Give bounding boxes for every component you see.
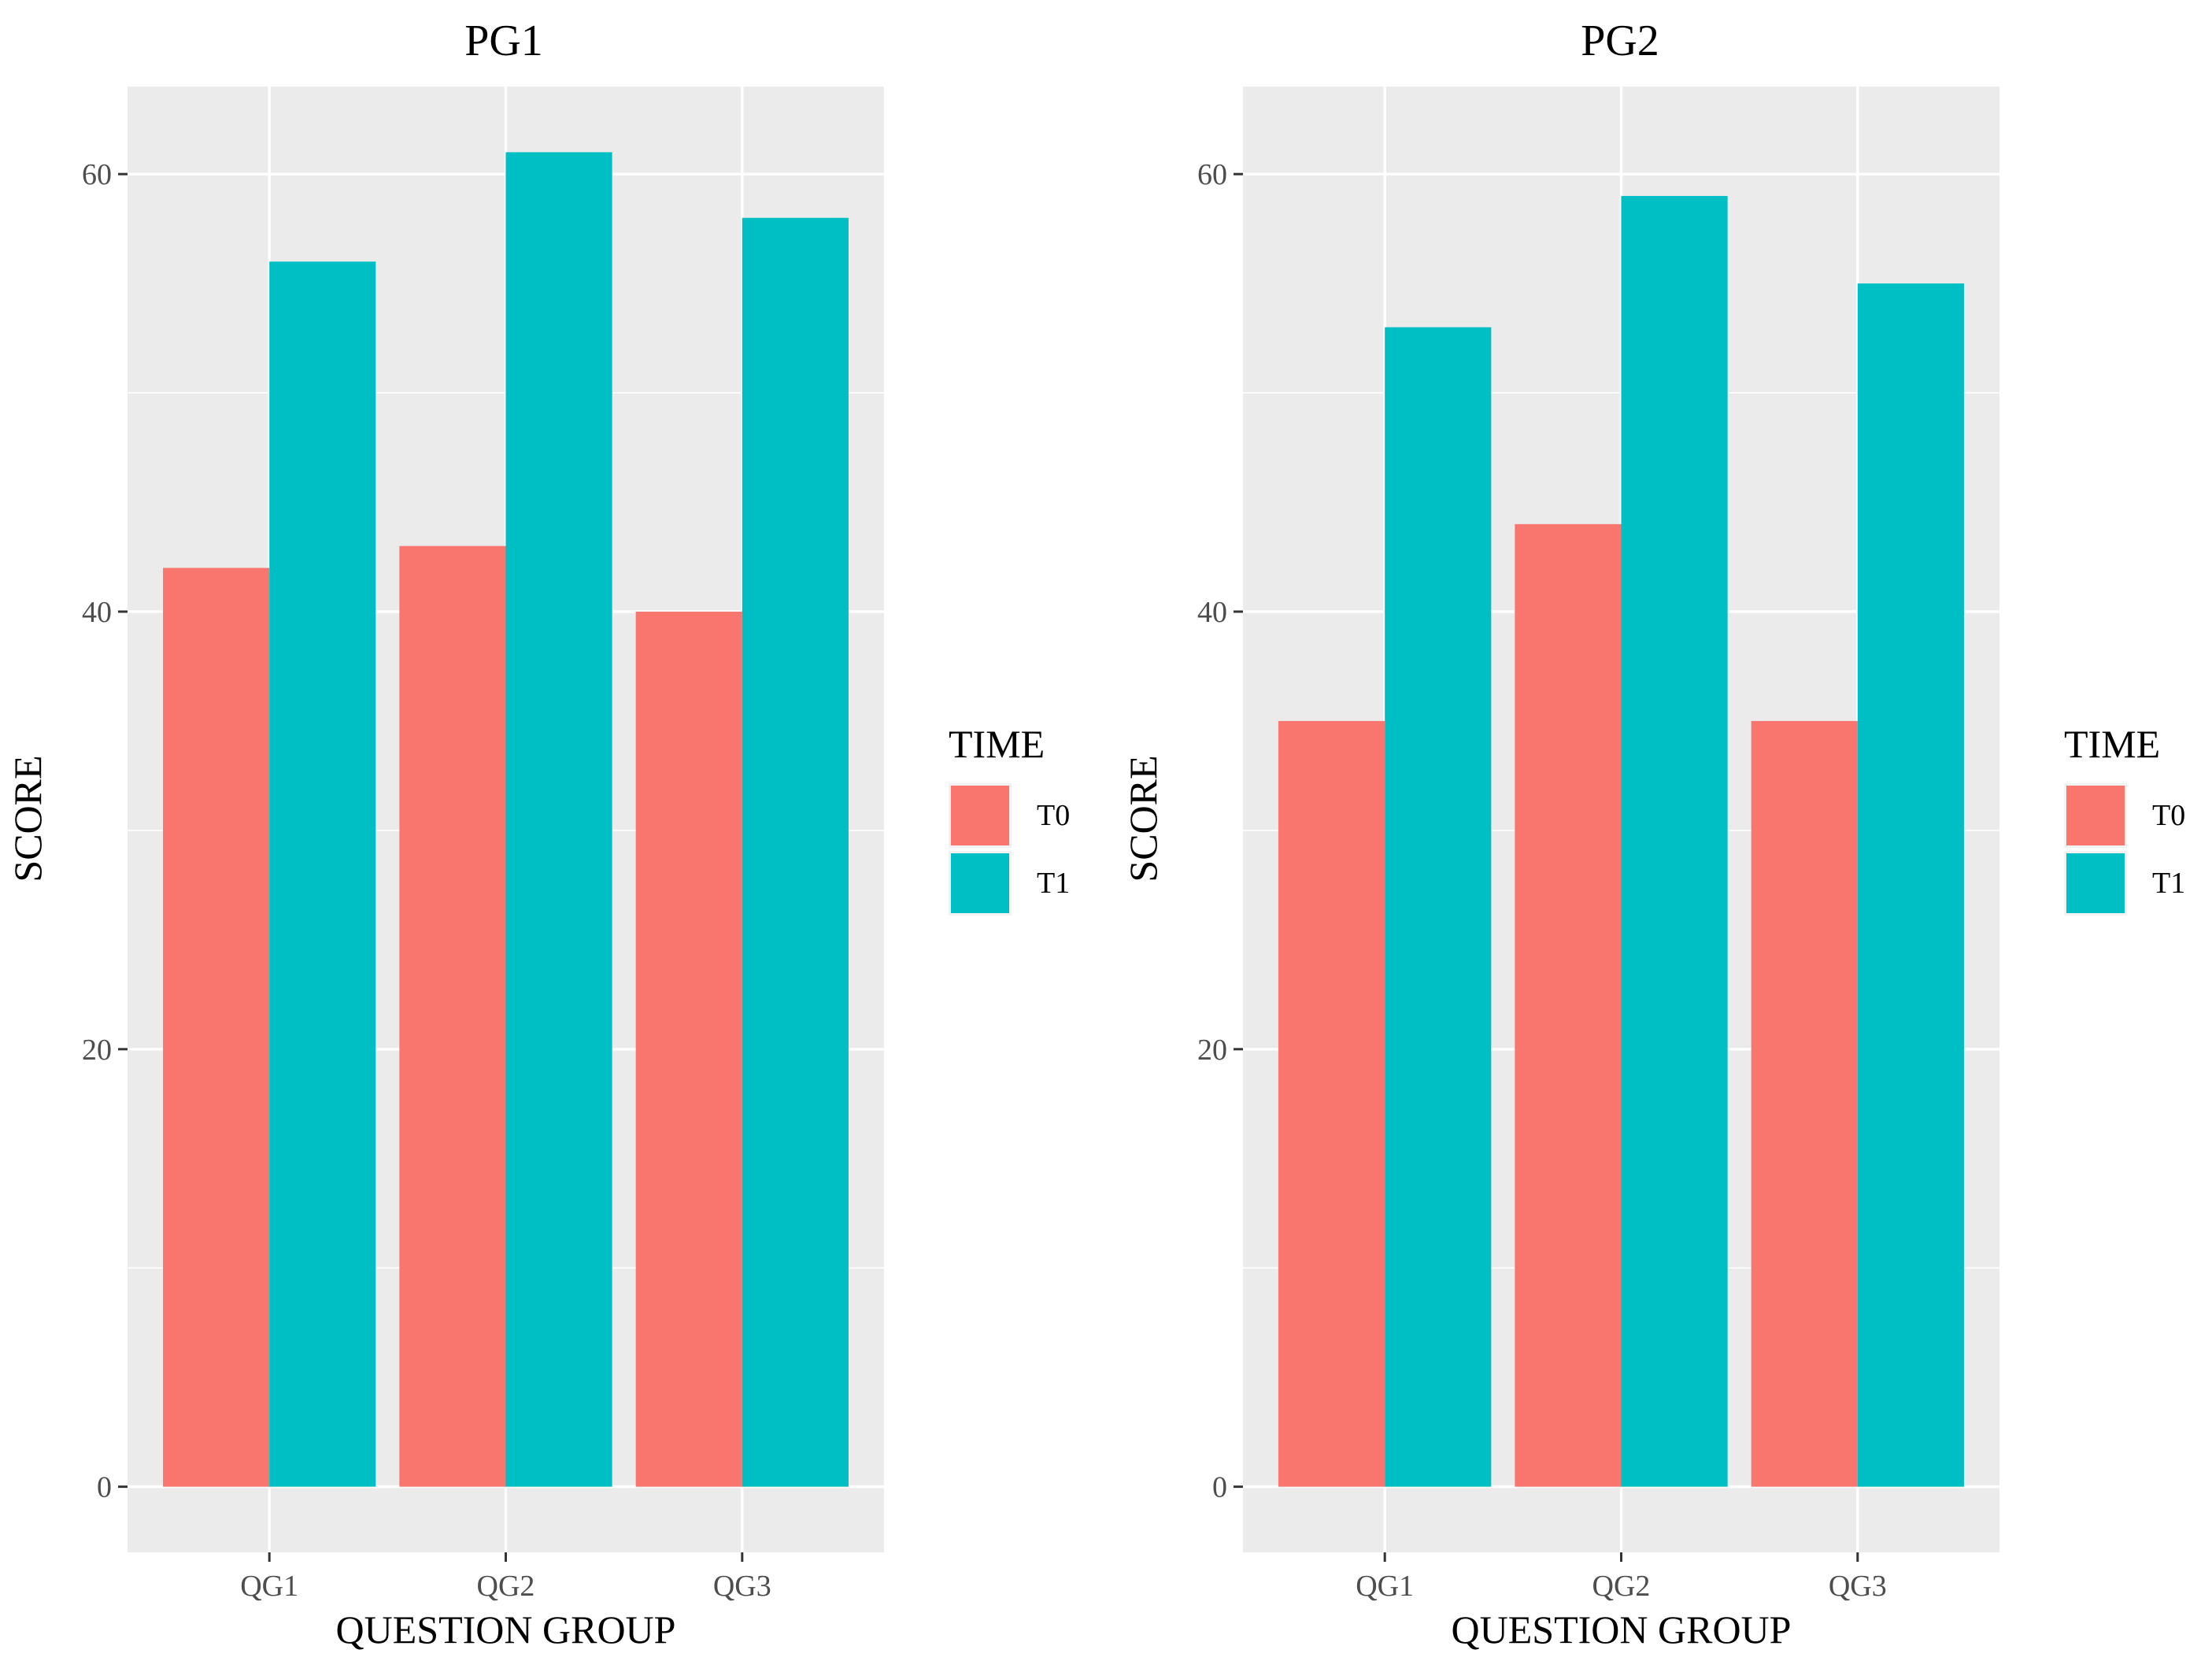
y-tick-label: 40 [82, 596, 112, 629]
legend-label-t1[interactable]: T1 [1037, 867, 1070, 900]
bar-t1-qg2[interactable] [1621, 195, 1728, 1487]
bar-t1-qg2[interactable] [505, 152, 612, 1487]
legend-swatch-t0[interactable] [951, 786, 1009, 845]
bar-t1-qg1[interactable] [1385, 327, 1492, 1487]
legend: TIME T0 T1 [2064, 722, 2185, 916]
x-tick-label: QG3 [1829, 1570, 1887, 1603]
legend-swatch-t1[interactable] [2066, 853, 2125, 913]
x-axis-title: QUESTION GROUP [1452, 1607, 1792, 1652]
bar-t1-qg1[interactable] [269, 261, 376, 1487]
y-axis-title: SCORE [1121, 755, 1165, 882]
x-tick-label: QG2 [477, 1570, 535, 1603]
legend-label-t0[interactable]: T0 [1037, 799, 1070, 832]
legend-title: TIME [949, 722, 1045, 766]
bar-t0-qg2[interactable] [1515, 523, 1622, 1487]
legend-label-t1[interactable]: T1 [2152, 867, 2185, 900]
bar-t0-qg3[interactable] [1751, 720, 1858, 1487]
y-tick-label: 20 [82, 1034, 112, 1067]
y-tick-label: 20 [1197, 1034, 1227, 1067]
chart-title: PG1 [464, 17, 543, 65]
legend: TIME T0 T1 [949, 722, 1070, 916]
chart-panel-pg1: 0 20 40 60 QG1 QG2 QG3 PG1 QUESTION GROUP SCORE TI… [6, 17, 1070, 1652]
chart-title: PG2 [1581, 17, 1659, 65]
y-tick-label: 0 [1212, 1471, 1227, 1504]
x-tick-label: QG2 [1592, 1570, 1651, 1603]
bar-t0-qg1[interactable] [163, 568, 270, 1487]
bar-t1-qg3[interactable] [742, 217, 849, 1487]
bar-t0-qg1[interactable] [1278, 720, 1385, 1487]
y-tick-label: 0 [97, 1471, 112, 1504]
y-axis-title: SCORE [6, 755, 50, 882]
legend-label-t0[interactable]: T0 [2152, 799, 2185, 832]
legend-swatch-t1[interactable] [951, 853, 1009, 913]
y-tick-label: 60 [82, 158, 112, 191]
y-tick-label: 40 [1197, 596, 1227, 629]
x-tick-label: QG3 [713, 1570, 771, 1603]
x-axis-title: QUESTION GROUP [336, 1607, 676, 1652]
legend-title: TIME [2064, 722, 2160, 766]
bar-t0-qg3[interactable] [635, 611, 742, 1487]
chart-panel-pg2: 0 20 40 60 QG1 QG2 QG3 PG2 QUESTION GROUP SCORE TI… [1121, 17, 2185, 1652]
bar-t1-qg3[interactable] [1857, 283, 1964, 1487]
bar-t0-qg2[interactable] [399, 546, 506, 1487]
x-tick-label: QG1 [240, 1570, 298, 1603]
legend-swatch-t0[interactable] [2066, 786, 2125, 845]
x-tick-label: QG1 [1356, 1570, 1414, 1603]
y-tick-label: 60 [1197, 158, 1227, 191]
